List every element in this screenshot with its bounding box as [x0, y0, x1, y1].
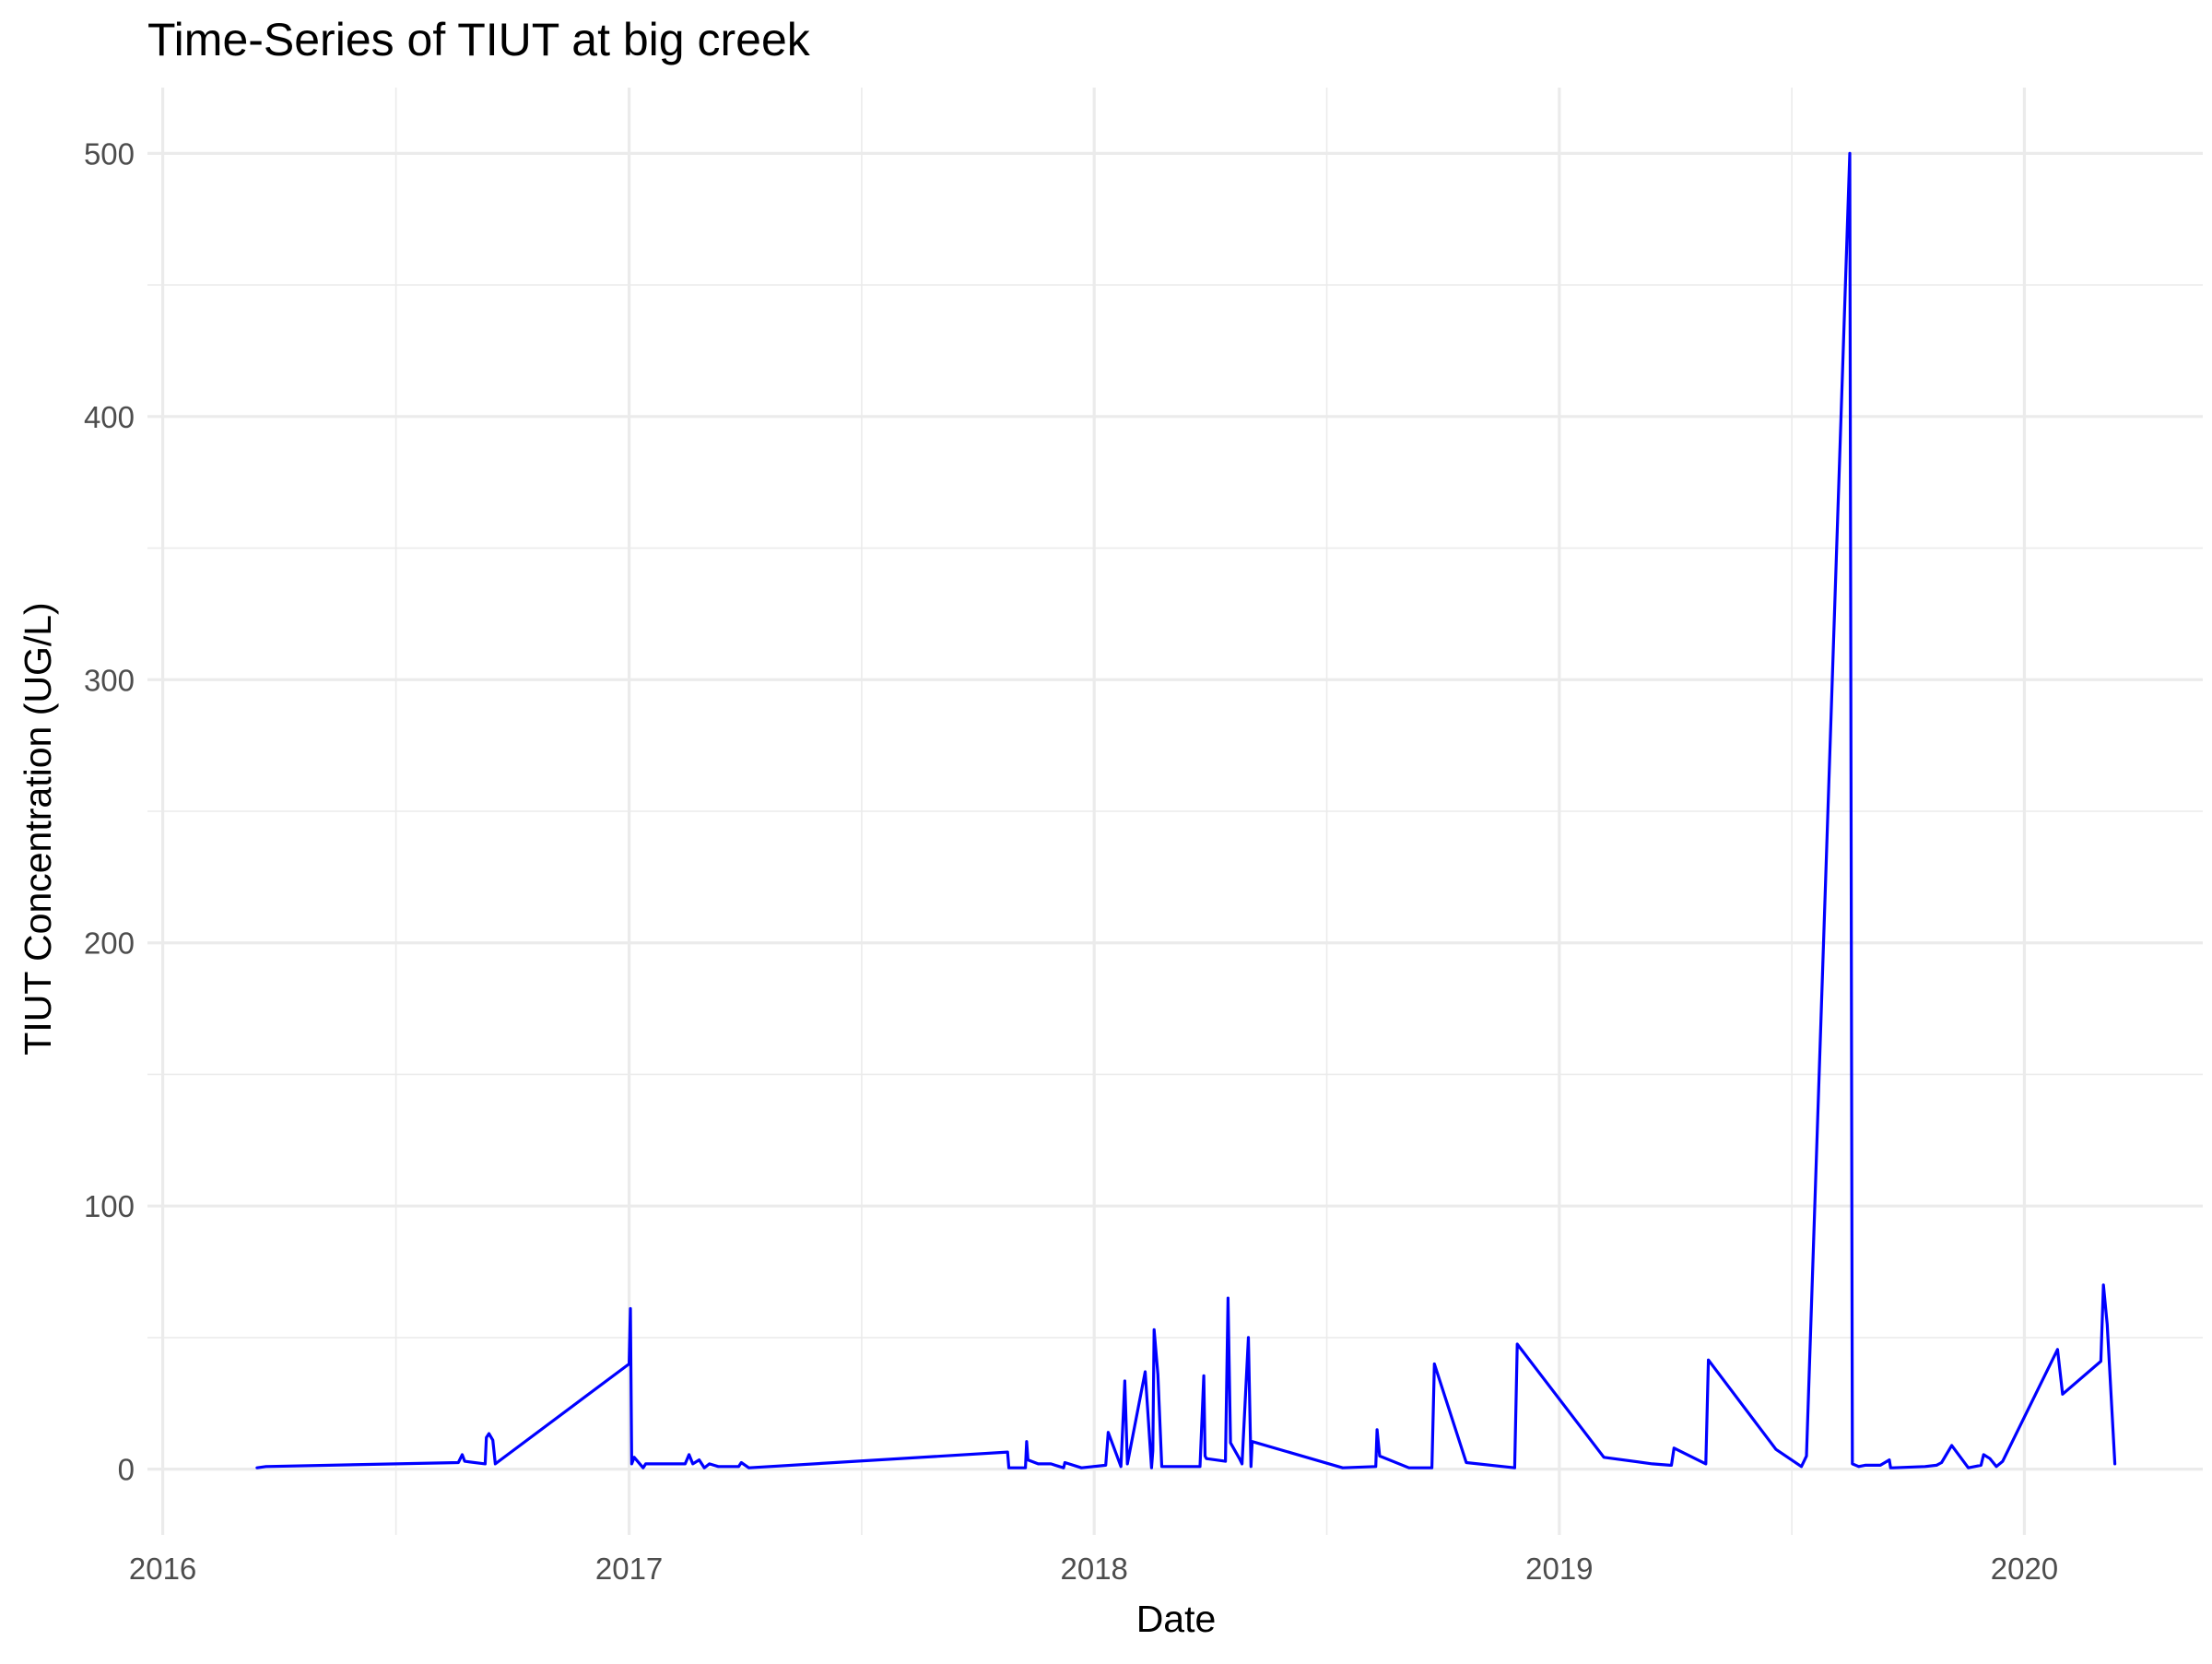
chart-title: Time-Series of TIUT at big creek [147, 14, 811, 65]
y-tick-label: 200 [84, 926, 135, 961]
y-tick-label: 0 [118, 1453, 135, 1487]
x-tick-label: 2017 [595, 1552, 663, 1586]
x-axis-ticks: 2016 2017 2018 2019 2020 [129, 1552, 2058, 1586]
x-axis-label: Date [1136, 1598, 1217, 1640]
y-axis-label: TIUT Concentration (UG/L) [17, 602, 59, 1055]
x-tick-label: 2016 [129, 1552, 196, 1586]
y-tick-label: 500 [84, 136, 135, 171]
x-tick-label: 2020 [1991, 1552, 2058, 1586]
series-layer [255, 151, 2117, 1469]
grid [147, 88, 2203, 1535]
y-tick-label: 100 [84, 1189, 135, 1223]
y-tick-label: 400 [84, 400, 135, 434]
y-tick-label: 300 [84, 663, 135, 697]
series-line [255, 151, 2117, 1469]
x-tick-label: 2019 [1525, 1552, 1593, 1586]
x-tick-label: 2018 [1060, 1552, 1127, 1586]
y-axis-ticks: 0 100 200 300 400 500 [84, 136, 135, 1486]
